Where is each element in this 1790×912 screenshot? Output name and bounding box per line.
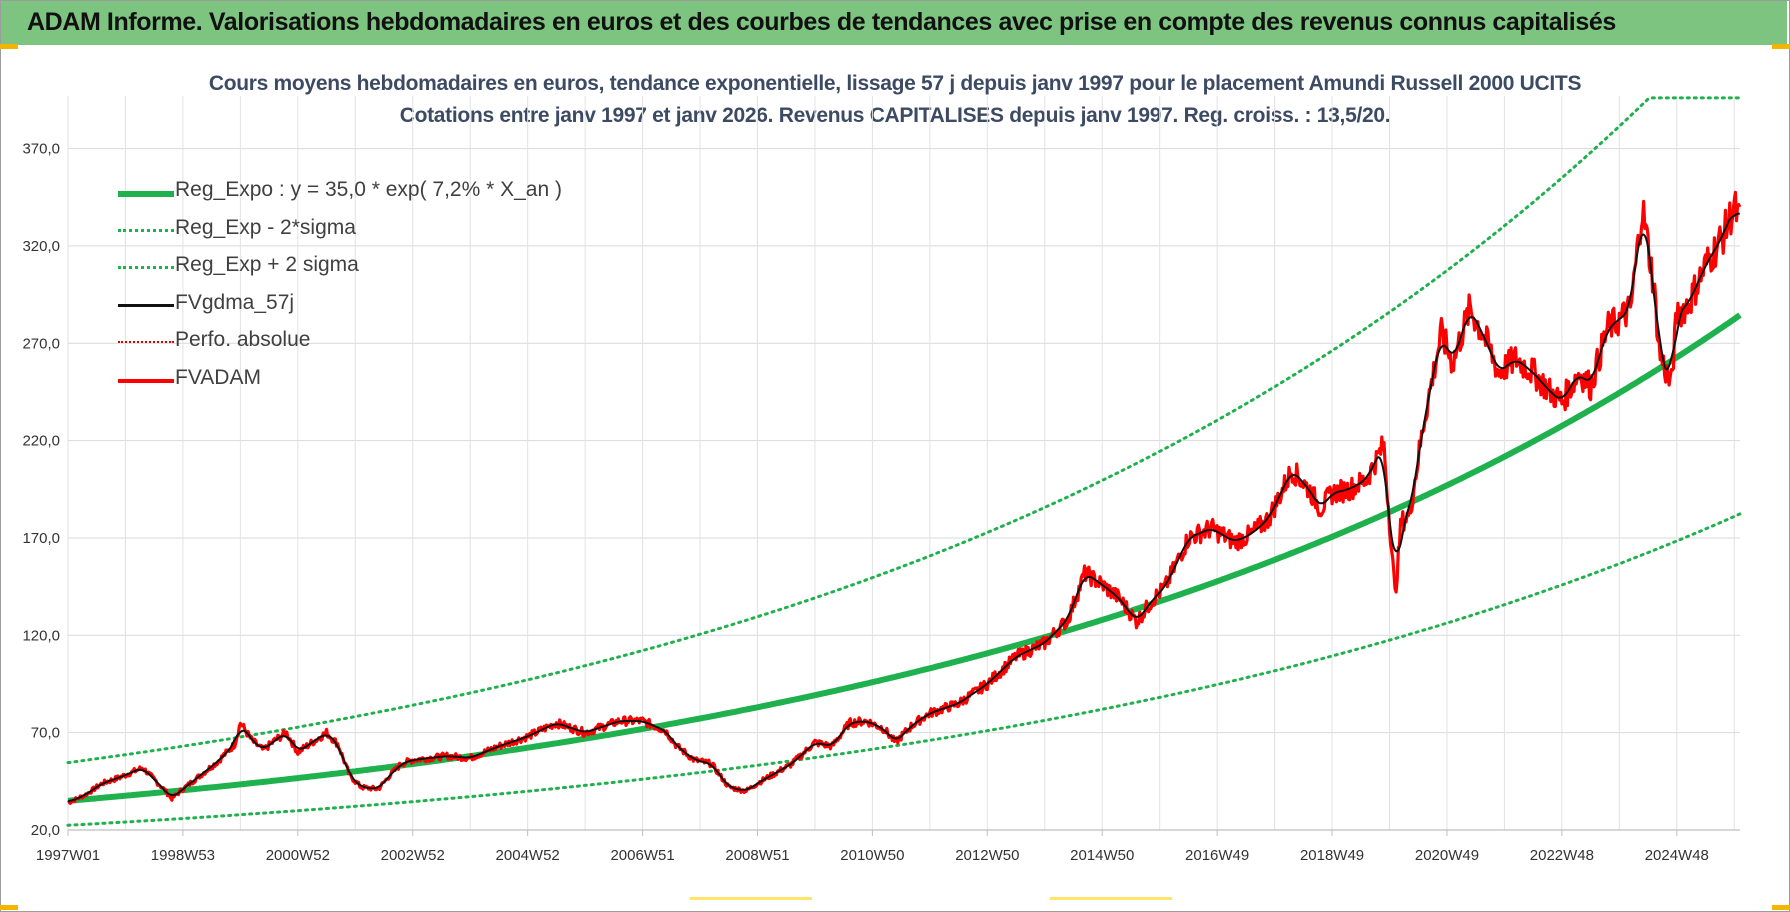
legend-swatch [118,341,174,343]
x-tick-label: 2020W49 [1415,847,1479,864]
y-tick-label: 20,0 [31,822,60,839]
x-tick-label: 2018W49 [1300,847,1364,864]
legend-swatch [118,303,174,307]
grid [67,96,1740,831]
legend-label: Perfo. absolue [175,328,311,351]
x-tick-label: 2022W48 [1530,847,1594,864]
series-line-reg-upper [66,96,1742,765]
series-line-reg-lower [66,512,1742,827]
x-tick-label: 2010W50 [840,847,904,864]
legend-label: FVADAM [175,365,261,389]
x-tick-label: 2024W48 [1645,847,1709,864]
legend-swatch [118,378,174,383]
series-line-fvadam [67,190,1742,805]
y-tick-label: 220,0 [22,433,60,450]
legend-swatch [118,228,174,232]
x-axis-ticks: 1997W01 1998W53 2000W52 2002W52 2004W52 2006W… [36,830,1709,864]
legend-label: FVgdma_57j [175,290,295,314]
y-tick-label: 370,0 [22,141,60,158]
x-tick-label: 2012W50 [955,847,1019,864]
report-title: ADAM Informe. Valorisations hebdomadaire… [27,8,1616,36]
legend-swatch [118,266,174,269]
corner-marker-bottom-right [1772,905,1790,910]
y-tick-label: 70,0 [31,725,60,742]
y-tick-label: 320,0 [22,238,60,255]
report-banner: ADAM Informe. Valorisations hebdomadaire… [1,1,1787,45]
chart-title-line-2: Cotations entre janv 1997 et janv 2026. … [399,104,1391,127]
legend-swatch [118,191,174,197]
y-tick-label: 170,0 [22,530,60,547]
chart-title-line-1: Cours moyens hebdomadaires en euros, ten… [208,72,1582,95]
series-lines [66,96,1742,827]
legend-label: Reg_Exp + 2 sigma [175,253,359,276]
x-tick-label: 2014W50 [1070,847,1134,864]
x-tick-label: 2006W51 [610,847,674,864]
x-tick-label: 2004W52 [496,847,560,864]
x-tick-label: 2000W52 [266,847,330,864]
series-line-fvgdma [67,212,1740,803]
corner-marker-top-right [1772,44,1790,49]
y-tick-label: 120,0 [22,627,60,644]
y-axis-ticks: 20,0 70,0 120,0 170,0 220,0 270,0 320,0 370,0 [22,141,60,839]
y-tick-label: 270,0 [22,335,60,352]
x-tick-label: 2016W49 [1185,847,1249,864]
legend-label: Reg_Exp - 2*sigma [175,215,356,239]
series-line-reg-expo [67,312,1742,804]
corner-marker-top-left [0,44,18,49]
bottom-accent-mark [690,897,812,900]
x-tick-label: 2008W51 [725,847,789,864]
bottom-accent-mark [1050,897,1172,900]
x-tick-label: 1997W01 [36,847,100,864]
x-tick-label: 2002W52 [381,847,445,864]
x-tick-label: 1998W53 [151,847,215,864]
legend-label: Reg_Expo : y = 35,0 * exp( 7,2% * X_an ) [175,178,562,201]
corner-marker-bottom-left [0,905,18,910]
